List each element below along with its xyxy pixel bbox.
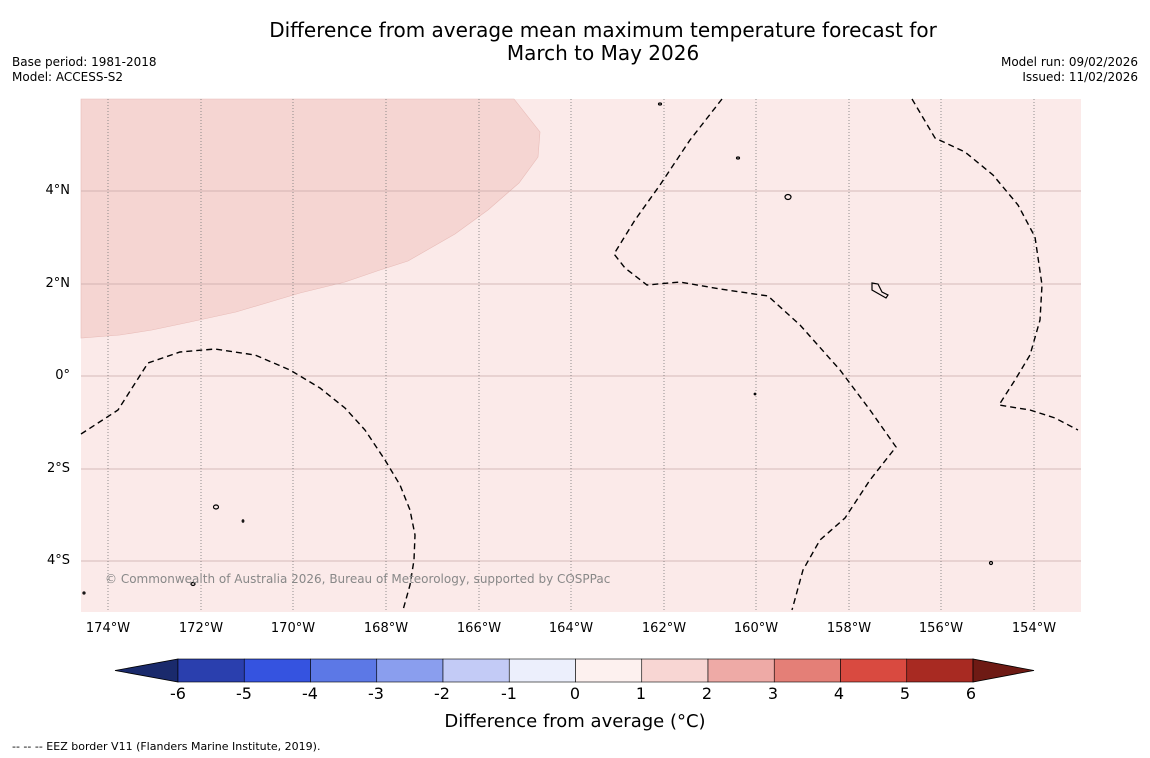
colorbar-tick: -5 (236, 684, 252, 703)
lat-label-4s: 4°S (46, 553, 70, 568)
lon-label-164w: 164°W (548, 621, 594, 636)
colorbar-swatch (906, 658, 974, 683)
colorbar-tick: -2 (434, 684, 450, 703)
island (871, 282, 889, 299)
colorbar-tick: -4 (302, 684, 318, 703)
colorbar-swatch (376, 658, 444, 683)
eez-borders (80, 98, 1079, 611)
colorbar-tick: -3 (368, 684, 384, 703)
colorbar-title: Difference from average (°C) (444, 711, 706, 732)
warm-anomaly-region (80, 98, 541, 339)
copyright-notice: © Commonwealth of Australia 2026, Bureau… (105, 572, 611, 586)
colorbar-swatch (243, 658, 311, 683)
model-info: Base period: 1981-2018 Model: ACCESS-S2 (12, 55, 157, 85)
base-period: Base period: 1981-2018 (12, 55, 157, 69)
issued-date: Issued: 11/02/2026 (1022, 70, 1138, 84)
lon-label-160w: 160°W (733, 621, 779, 636)
lon-label-156w: 156°W (918, 621, 964, 636)
lon-label-166w: 166°W (456, 621, 502, 636)
colorbar-tick: 5 (899, 684, 911, 703)
colorbar-extend-low (114, 658, 179, 683)
lon-label-170w: 170°W (270, 621, 316, 636)
colorbar-swatch (641, 658, 709, 683)
lon-label-154w: 154°W (1011, 621, 1057, 636)
eez-border-central (613, 98, 897, 611)
lon-label-162w: 162°W (641, 621, 687, 636)
lat-label-4n: 4°N (45, 183, 71, 198)
island (988, 560, 994, 566)
lat-label-2s: 2°S (46, 461, 70, 476)
islands (82, 102, 994, 595)
latitude-gridlines (81, 190, 1081, 562)
title-line-2: March to May 2026 (506, 41, 700, 65)
island (190, 581, 196, 587)
colorbar-tick: 3 (767, 684, 779, 703)
island (241, 519, 245, 523)
colorbar-tick: 1 (635, 684, 647, 703)
lon-label-168w: 168°W (363, 621, 409, 636)
lon-label-174w: 174°W (85, 621, 131, 636)
colorbar-tick: -6 (170, 684, 186, 703)
colorbar-swatch (508, 658, 576, 683)
eez-border-east (911, 98, 1079, 431)
colorbar-tick: -1 (501, 684, 517, 703)
colorbar-tick: 6 (965, 684, 977, 703)
title-line-1: Difference from average mean maximum tem… (269, 18, 937, 42)
chart-title: Difference from average mean maximum tem… (180, 19, 1026, 65)
colorbar (114, 658, 1035, 683)
run-info: Model run: 09/02/2026 Issued: 11/02/2026 (1001, 55, 1138, 85)
lat-label-2n: 2°N (45, 276, 71, 291)
colorbar-tick: 2 (701, 684, 713, 703)
island (212, 504, 220, 510)
colorbar-swatch (773, 658, 841, 683)
colorbar-swatch (840, 658, 908, 683)
island (753, 392, 757, 396)
colorbar-swatch (310, 658, 378, 683)
colorbar-extend-high (972, 658, 1035, 683)
island (784, 193, 792, 201)
island (657, 102, 663, 106)
eez-footnote: -- -- -- EEZ border V11 (Flanders Marine… (12, 740, 321, 753)
model-name: Model: ACCESS-S2 (12, 70, 124, 84)
model-run-date: Model run: 09/02/2026 (1000, 55, 1138, 69)
lon-label-172w: 172°W (178, 621, 224, 636)
island (82, 591, 86, 595)
eez-border-west (80, 348, 416, 611)
colorbar-tick: 4 (833, 684, 845, 703)
colorbar-swatch (177, 658, 245, 683)
colorbar-tick: 0 (569, 684, 581, 703)
colorbar-swatch (575, 658, 643, 683)
lon-label-158w: 158°W (826, 621, 872, 636)
colorbar-swatch (442, 658, 510, 683)
colorbar-swatch (707, 658, 775, 683)
island (735, 156, 741, 160)
lat-label-equator: 0° (55, 368, 70, 383)
